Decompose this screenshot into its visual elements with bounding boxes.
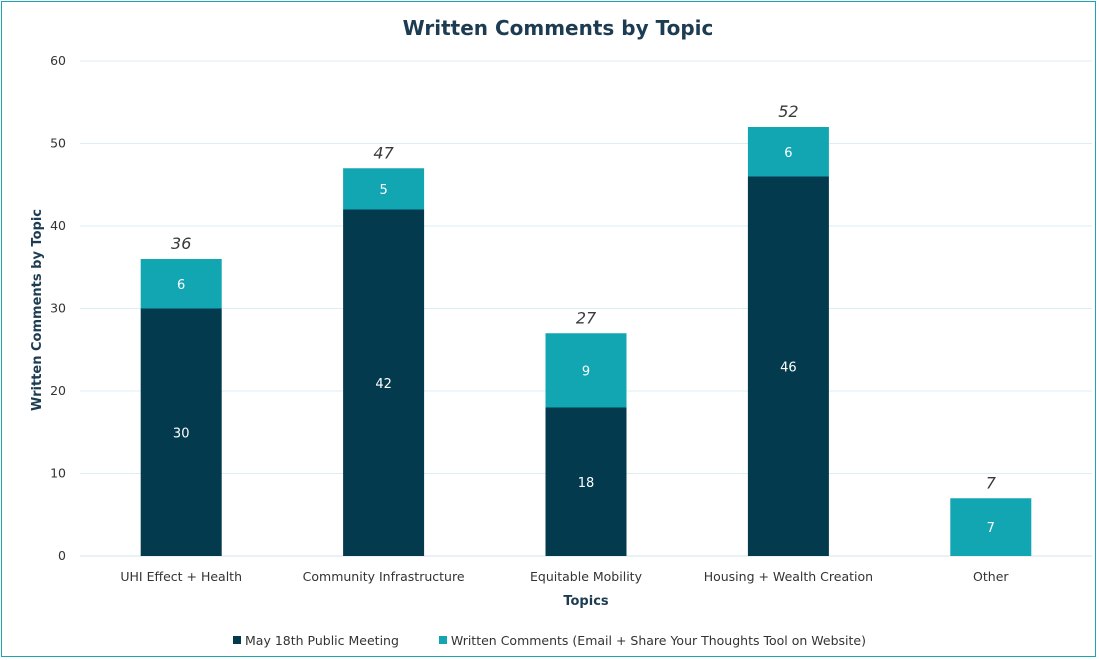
bar-segment [545, 407, 627, 556]
x-tick-label: Equitable Mobility [530, 569, 643, 584]
y-axis-title: Written Comments by Topic [30, 209, 45, 411]
bar-segment [343, 209, 425, 556]
legend-item-series-1: May 18th Public Meeting [233, 633, 399, 648]
bar-total-label: 36 [171, 234, 191, 253]
legend-swatch-series-1 [233, 636, 242, 644]
y-tick-label: 0 [58, 548, 66, 563]
bar-value-label: 6 [177, 278, 185, 293]
bars: 30 6 36 42 5 47 18 9 27 46 6 52 7 7 [140, 102, 1032, 556]
chart-title: Written Comments by Topic [402, 16, 714, 40]
bar-value-label: 5 [379, 183, 387, 198]
x-tick-label: Housing + Wealth Creation [704, 569, 873, 584]
legend-label-series-1: May 18th Public Meeting [245, 633, 399, 648]
y-axis-ticks: 0 10 20 30 40 50 60 [50, 53, 66, 563]
bar-segment [140, 308, 222, 556]
legend-label-series-2: Written Comments (Email + Share Your Tho… [450, 633, 866, 648]
bar-value-label: 42 [375, 377, 392, 392]
bar-value-label: 30 [173, 426, 190, 441]
bar-value-label: 46 [780, 360, 797, 375]
x-tick-label: Community Infrastructure [303, 569, 465, 584]
bar-value-label: 18 [578, 476, 595, 491]
bar-value-label: 9 [582, 364, 590, 379]
y-tick-label: 10 [50, 466, 66, 481]
bar-value-label: 6 [784, 146, 792, 161]
x-tick-label: UHI Effect + Health [120, 569, 242, 584]
y-tick-label: 40 [50, 218, 66, 233]
bar-segment [747, 127, 829, 177]
y-tick-label: 30 [50, 301, 66, 316]
y-tick-label: 50 [50, 136, 66, 151]
bar-segment [140, 259, 222, 309]
bar-total-label: 47 [373, 143, 394, 162]
bar-segment [950, 498, 1032, 556]
legend-swatch-series-2 [438, 636, 447, 644]
bar-segment [747, 176, 829, 556]
bar-total-label: 7 [986, 473, 997, 492]
bar-value-label: 7 [987, 521, 995, 536]
legend: May 18th Public Meeting Written Comments… [0, 633, 1099, 648]
bar-segment [343, 168, 425, 210]
bar-segment [545, 333, 627, 408]
bar-total-label: 52 [778, 102, 798, 121]
y-tick-label: 60 [50, 53, 66, 68]
y-tick-label: 20 [50, 383, 66, 398]
x-tick-label: Other [973, 569, 1009, 584]
bar-total-label: 27 [576, 308, 597, 327]
x-axis-title: Topics [563, 594, 609, 609]
x-axis-ticks: UHI Effect + Health Community Infrastruct… [120, 569, 1009, 584]
legend-item-series-2: Written Comments (Email + Share Your Tho… [438, 633, 866, 648]
